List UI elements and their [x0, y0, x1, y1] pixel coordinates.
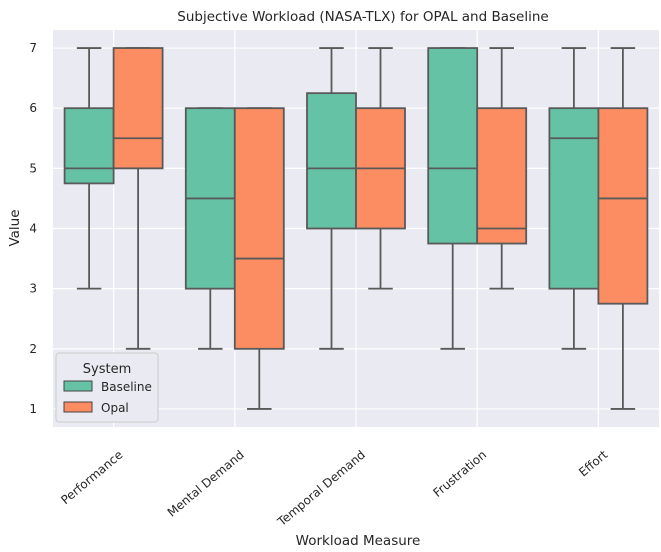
box-opal-2: [355, 47, 406, 290]
box-iqr: [233, 107, 285, 350]
legend-swatch-opal: [63, 401, 93, 413]
box-baseline-4: [548, 47, 600, 350]
box-baseline-1: [184, 107, 236, 350]
chart-title: Subjective Workload (NASA-TLX) for OPAL …: [177, 9, 548, 25]
box-baseline-2: [306, 47, 357, 350]
x-tick-labels: Performance Mental Demand Temporal Demand F…: [58, 447, 610, 529]
x-tick-label: Mental Demand: [165, 448, 247, 520]
box-iqr: [112, 47, 164, 170]
y-tick-labels: 1 2 3 4 5 6 7: [29, 41, 37, 416]
y-tick-label: 6: [29, 101, 37, 115]
box-iqr: [427, 47, 479, 245]
box-iqr: [306, 92, 357, 230]
box-opal-1: [233, 107, 285, 410]
box-iqr: [548, 107, 600, 290]
x-tick-label: Temporal Demand: [274, 448, 368, 530]
box-opal-4: [597, 47, 649, 410]
x-tick-label: Frustration: [430, 448, 489, 500]
box-series: [63, 47, 649, 410]
box-iqr: [476, 107, 528, 245]
box-baseline-3: [427, 47, 479, 350]
box-iqr: [597, 107, 649, 305]
box-iqr: [63, 107, 115, 185]
y-tick-label: 3: [29, 282, 37, 296]
legend-swatch-baseline: [63, 380, 93, 392]
y-axis-label: Value: [7, 209, 23, 246]
box-opal-3: [476, 47, 528, 290]
legend-title: System: [83, 362, 131, 377]
y-tick-label: 5: [29, 161, 37, 175]
y-tick-label: 1: [29, 402, 37, 416]
legend: System Baseline Opal: [55, 352, 159, 423]
box-baseline-0: [63, 47, 115, 290]
y-tick-label: 2: [29, 342, 37, 356]
y-tick-label: 7: [29, 41, 37, 55]
x-axis-label: Workload Measure: [296, 533, 421, 549]
x-tick-label: Performance: [58, 448, 125, 508]
box-opal-0: [112, 47, 164, 350]
legend-label-baseline: Baseline: [101, 380, 152, 394]
x-tick-label: Effort: [576, 447, 610, 479]
legend-label-opal: Opal: [101, 401, 129, 415]
y-tick-label: 4: [29, 222, 37, 236]
